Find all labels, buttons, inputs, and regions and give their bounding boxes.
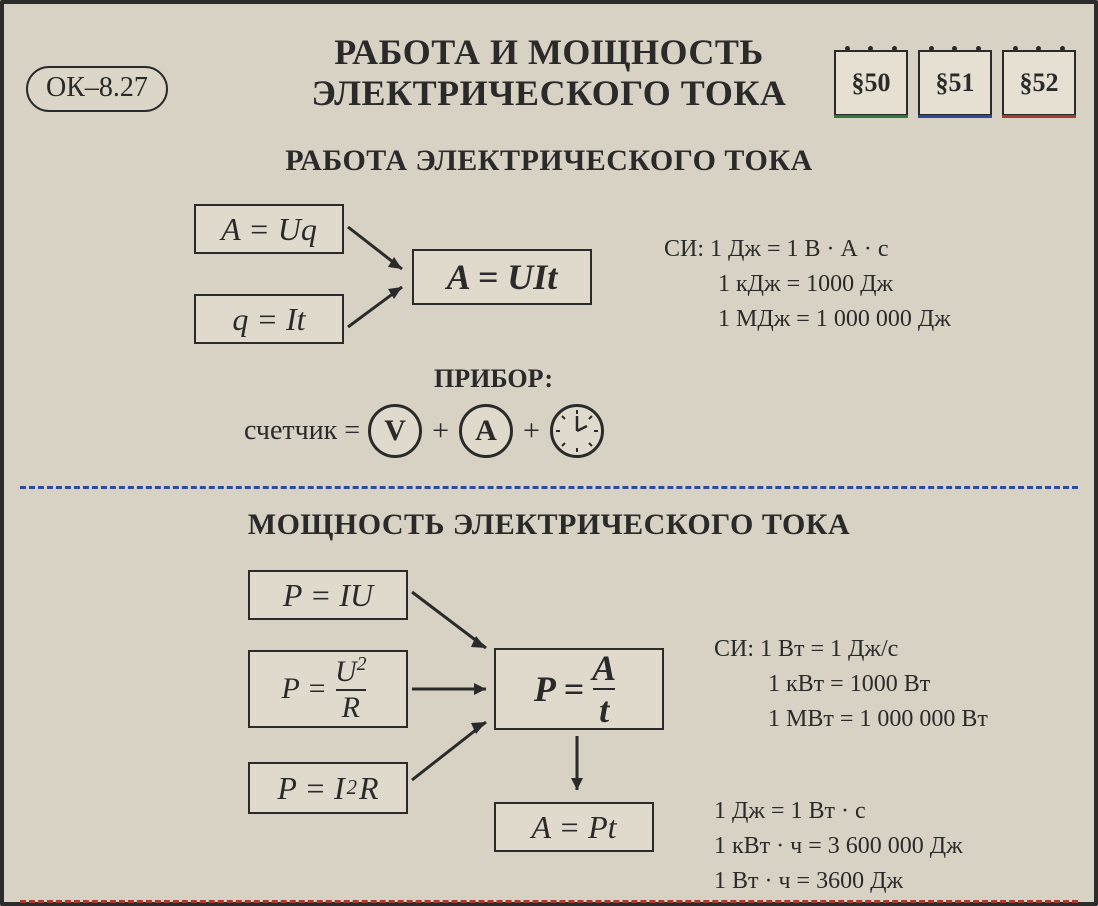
formula-a-uit: A = UIt [412,249,592,305]
formula-p-i2r: P = I2R [248,762,408,814]
plus-icon: + [521,414,542,448]
section-ref-label: §50 [852,68,891,98]
section-ref-52: §52 [1002,50,1076,116]
title-line-1: РАБОТА И МОЩНОСТЬ [334,32,763,72]
formula-p-iu: P = IU [248,570,408,620]
conv-line: 1 Дж = 1 Вт · с [714,794,963,829]
page-frame: ОК–8.27 РАБОТА И МОЩНОСТЬ ЭЛЕКТРИЧЕСКОГО… [0,0,1098,906]
arrow-icon [408,714,503,794]
conv-line: 1 Вт · ч = 3600 Дж [714,864,963,899]
section-underline [834,115,908,118]
si-line: 1 кВт = 1000 Вт [714,667,988,702]
arrow-icon [344,279,424,339]
si-line: 1 МВт = 1 000 000 Вт [714,702,988,737]
clock-icon [550,404,604,458]
section-underline [1002,115,1076,118]
section-ref-label: §51 [936,68,975,98]
si-line: СИ: 1 Дж = 1 В · А · с [664,232,951,267]
si-line: 1 МДж = 1 000 000 Дж [664,302,951,337]
section1-title: РАБОТА ЭЛЕКТРИЧЕСКОГО ТОКА [4,144,1094,178]
section-underline [918,115,992,118]
section-divider [20,486,1078,489]
conv-line: 1 кВт · ч = 3 600 000 Дж [714,829,963,864]
arrow-icon [562,732,592,802]
conversion-block: 1 Дж = 1 Вт · с 1 кВт · ч = 3 600 000 Дж… [714,794,963,898]
ammeter-icon: A [459,404,513,458]
section2-title: МОЩНОСТЬ ЭЛЕКТРИЧЕСКОГО ТОКА [4,508,1094,542]
arrow-icon [408,674,503,704]
instrument-label: ПРИБОР: [434,364,553,394]
section-ref-50: §50 [834,50,908,116]
header: ОК–8.27 РАБОТА И МОЩНОСТЬ ЭЛЕКТРИЧЕСКОГО… [4,32,1094,122]
title-line-2: ЭЛЕКТРИЧЕСКОГО ТОКА [312,73,787,113]
si-units-work: СИ: 1 Дж = 1 В · А · с 1 кДж = 1000 Дж 1… [664,232,951,336]
formula-p-u2r: P = U2 R [248,650,408,728]
plus-icon: + [430,414,451,448]
formula-p-at: P = A t [494,648,664,730]
formula-q-it: q = It [194,294,344,344]
si-units-power: СИ: 1 Вт = 1 Дж/с 1 кВт = 1000 Вт 1 МВт … [714,632,988,736]
si-line: 1 кДж = 1000 Дж [664,267,951,302]
bottom-divider [20,900,1078,903]
section-refs: §50 §51 §52 [834,50,1076,116]
instrument-word: счетчик = [244,415,360,447]
instrument-row: счетчик = V + A + [244,404,604,458]
arrow-icon [408,584,503,664]
voltmeter-icon: V [368,404,422,458]
section-ref-51: §51 [918,50,992,116]
formula-a-uq: A = Uq [194,204,344,254]
si-line: СИ: 1 Вт = 1 Дж/с [714,632,988,667]
formula-a-pt: A = Pt [494,802,654,852]
arrow-icon [344,219,424,279]
section-ref-label: §52 [1020,68,1059,98]
